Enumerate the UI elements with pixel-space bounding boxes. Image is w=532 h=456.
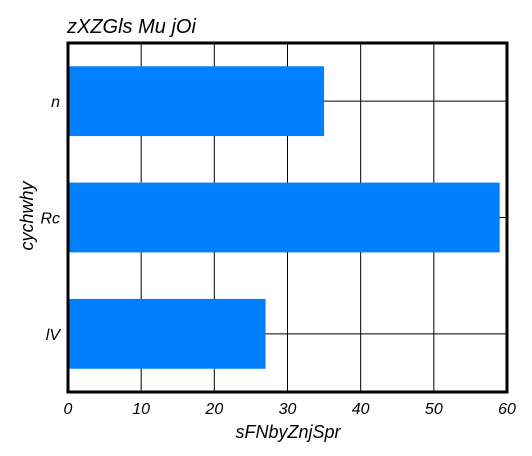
y-tick-label: lV [46, 327, 62, 344]
bar-n [68, 66, 325, 137]
bars [68, 66, 500, 369]
x-tick-label: 10 [132, 401, 150, 418]
y-tick-label: Rc [40, 211, 60, 228]
bar-Rc [68, 182, 500, 253]
x-tick-label: 20 [204, 401, 223, 418]
x-axis-label: sFNbyZnjSpr [235, 422, 341, 442]
x-tick-label: 60 [498, 401, 516, 418]
plot-frame [66, 41, 509, 394]
bar-lV [68, 298, 266, 369]
chart-title: zXZGls Mu jOi [66, 16, 196, 38]
x-tick-label: 30 [279, 401, 297, 418]
x-tick-label: 40 [352, 401, 370, 418]
x-tick-label: 50 [425, 401, 443, 418]
y-tick-labels: n Rc lV [40, 94, 61, 344]
x-tick-labels: 0 10 20 30 40 50 60 [64, 401, 516, 418]
y-tick-label: n [51, 94, 60, 111]
y-axis-label: cychwhy [17, 180, 37, 250]
x-tick-label: 0 [64, 401, 73, 418]
